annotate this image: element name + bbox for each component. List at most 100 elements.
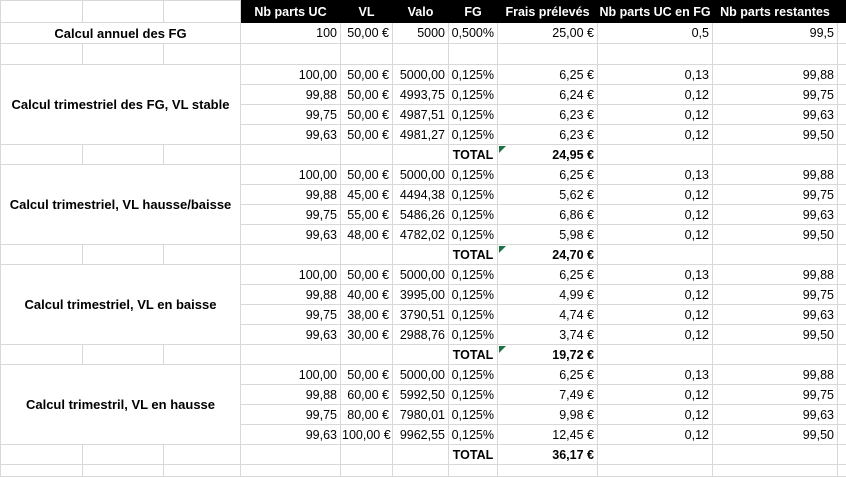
cell[interactable]: 3995,00 xyxy=(393,285,449,305)
cell[interactable]: 25,00 € xyxy=(498,23,598,44)
empty-cell[interactable] xyxy=(838,65,846,85)
cell[interactable]: 0,125% xyxy=(449,405,498,425)
cell[interactable]: 55,00 € xyxy=(341,205,393,225)
cell[interactable]: 4,99 € xyxy=(498,285,598,305)
cell[interactable]: 99,75 xyxy=(713,285,838,305)
cell[interactable]: 0,13 xyxy=(598,265,713,285)
cell[interactable]: 5000,00 xyxy=(393,265,449,285)
section-label[interactable]: Calcul trimestril, VL en hausse xyxy=(1,365,241,445)
empty-cell[interactable] xyxy=(241,145,341,165)
cell[interactable]: 2988,76 xyxy=(393,325,449,345)
cell[interactable]: 99,63 xyxy=(713,405,838,425)
cell[interactable]: 0,125% xyxy=(449,65,498,85)
empty-cell[interactable] xyxy=(164,44,241,65)
empty-cell[interactable] xyxy=(838,265,846,285)
cell[interactable]: 99,88 xyxy=(713,265,838,285)
cell[interactable]: 0,125% xyxy=(449,105,498,125)
cell[interactable]: 0,125% xyxy=(449,365,498,385)
empty-cell[interactable] xyxy=(83,245,164,265)
empty-cell[interactable] xyxy=(393,145,449,165)
cell[interactable]: 0,125% xyxy=(449,265,498,285)
empty-cell[interactable] xyxy=(713,345,838,365)
cell[interactable]: 99,75 xyxy=(241,405,341,425)
empty-cell[interactable] xyxy=(1,465,83,477)
empty-cell[interactable] xyxy=(393,44,449,65)
empty-cell[interactable] xyxy=(341,465,393,477)
cell[interactable]: 45,00 € xyxy=(341,185,393,205)
column-header[interactable]: VL xyxy=(341,1,393,23)
cell[interactable]: 99,63 xyxy=(241,125,341,145)
cell[interactable]: 100,00 xyxy=(241,65,341,85)
empty-cell[interactable] xyxy=(838,305,846,325)
cell[interactable]: 99,75 xyxy=(241,305,341,325)
empty-cell[interactable] xyxy=(83,44,164,65)
cell[interactable]: 99,88 xyxy=(241,285,341,305)
cell[interactable]: 99,88 xyxy=(241,185,341,205)
total-label-cell[interactable]: TOTAL xyxy=(449,245,498,265)
empty-cell[interactable] xyxy=(241,465,341,477)
cell[interactable]: 0,125% xyxy=(449,285,498,305)
cell[interactable]: 50,00 € xyxy=(341,85,393,105)
empty-cell[interactable] xyxy=(241,345,341,365)
cell[interactable]: 0,12 xyxy=(598,125,713,145)
column-header[interactable]: Valo xyxy=(393,1,449,23)
cell[interactable]: 0,125% xyxy=(449,225,498,245)
cell[interactable]: 0,13 xyxy=(598,165,713,185)
empty-cell[interactable] xyxy=(498,465,598,477)
empty-cell[interactable] xyxy=(1,145,83,165)
cell[interactable]: 0,125% xyxy=(449,325,498,345)
cell[interactable]: 50,00 € xyxy=(341,65,393,85)
empty-cell[interactable] xyxy=(241,445,341,465)
corner-cell[interactable] xyxy=(1,1,83,23)
column-header[interactable]: FG xyxy=(449,1,498,23)
cell[interactable]: 99,88 xyxy=(713,165,838,185)
cell[interactable]: 5,62 € xyxy=(498,185,598,205)
cell[interactable]: 99,50 xyxy=(713,425,838,445)
cell[interactable]: 4987,51 xyxy=(393,105,449,125)
empty-cell[interactable] xyxy=(838,285,846,305)
total-label-cell[interactable]: TOTAL xyxy=(449,345,498,365)
cell[interactable]: 0,12 xyxy=(598,385,713,405)
cell[interactable]: 9962,55 xyxy=(393,425,449,445)
empty-cell[interactable] xyxy=(838,325,846,345)
empty-cell[interactable] xyxy=(838,385,846,405)
cell[interactable]: 0,13 xyxy=(598,65,713,85)
cell[interactable]: 0,125% xyxy=(449,205,498,225)
cell[interactable]: 9,98 € xyxy=(498,405,598,425)
cell[interactable]: 99,75 xyxy=(713,385,838,405)
column-header[interactable]: Nb parts restantes xyxy=(713,1,838,23)
empty-cell[interactable] xyxy=(449,44,498,65)
cell[interactable]: 48,00 € xyxy=(341,225,393,245)
total-label-cell[interactable]: TOTAL xyxy=(449,145,498,165)
total-label-cell[interactable]: TOTAL xyxy=(449,445,498,465)
cell[interactable]: 6,25 € xyxy=(498,265,598,285)
cell[interactable]: 3790,51 xyxy=(393,305,449,325)
cell[interactable]: 4782,02 xyxy=(393,225,449,245)
section-label[interactable]: Calcul trimestriel, VL en baisse xyxy=(1,265,241,345)
empty-cell[interactable] xyxy=(393,245,449,265)
empty-cell[interactable] xyxy=(838,165,846,185)
empty-cell[interactable] xyxy=(341,445,393,465)
cell[interactable]: 0,12 xyxy=(598,105,713,125)
cell[interactable]: 6,25 € xyxy=(498,65,598,85)
empty-cell[interactable] xyxy=(598,245,713,265)
empty-cell[interactable] xyxy=(713,145,838,165)
empty-cell[interactable] xyxy=(341,345,393,365)
cell[interactable]: 99,63 xyxy=(241,225,341,245)
cell[interactable]: 0,12 xyxy=(598,425,713,445)
cell[interactable]: 99,5 xyxy=(713,23,838,44)
empty-cell[interactable] xyxy=(838,44,846,65)
cell[interactable]: 30,00 € xyxy=(341,325,393,345)
cell[interactable]: 80,00 € xyxy=(341,405,393,425)
total-value-cell[interactable]: 24,70 € xyxy=(498,245,598,265)
empty-cell[interactable] xyxy=(713,245,838,265)
cell[interactable]: 0,125% xyxy=(449,185,498,205)
empty-cell[interactable] xyxy=(838,185,846,205)
empty-cell[interactable] xyxy=(838,405,846,425)
cell[interactable]: 6,23 € xyxy=(498,105,598,125)
cell[interactable]: 99,75 xyxy=(713,185,838,205)
empty-cell[interactable] xyxy=(838,245,846,265)
corner-cell[interactable] xyxy=(164,1,241,23)
cell[interactable]: 38,00 € xyxy=(341,305,393,325)
cell[interactable]: 50,00 € xyxy=(341,165,393,185)
